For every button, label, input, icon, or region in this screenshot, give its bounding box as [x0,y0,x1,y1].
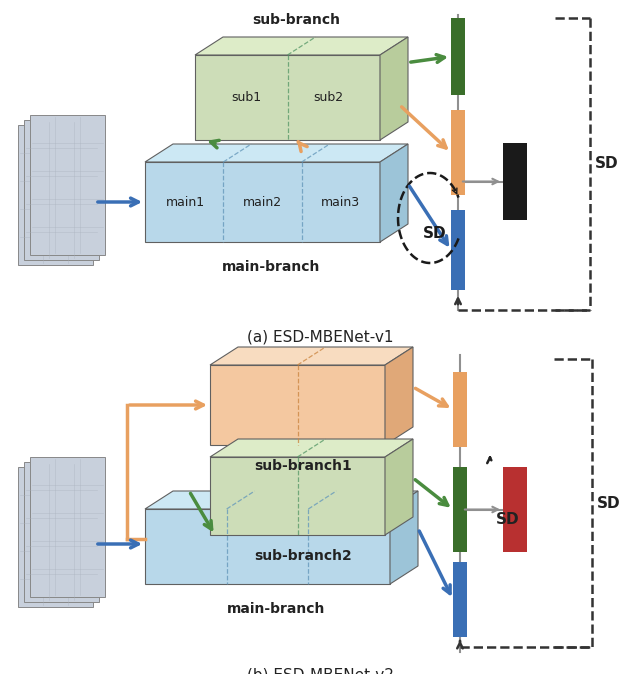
Text: sub1: sub1 [232,91,262,104]
Bar [451,110,465,195]
Text: sub-branch2: sub-branch2 [254,549,352,563]
Text: main-branch: main-branch [221,260,320,274]
Text: main2: main2 [243,195,282,208]
Polygon shape [380,37,408,140]
Bar [451,210,465,290]
Text: sub-branch1: sub-branch1 [254,459,352,473]
Bar [503,467,527,552]
Bar [29,457,104,597]
Bar [210,365,385,445]
Text: SD: SD [595,156,619,171]
Text: (b) ESD-MBENet-v2: (b) ESD-MBENet-v2 [246,667,394,674]
Bar [145,509,390,584]
Text: SD: SD [496,512,520,527]
Bar [29,115,104,255]
Bar [453,467,467,552]
Bar [453,562,467,637]
Polygon shape [390,491,418,584]
Polygon shape [145,491,418,509]
Bar [145,162,380,242]
Bar [453,372,467,447]
Bar [503,143,527,220]
Text: (a) ESD-MBENet-v1: (a) ESD-MBENet-v1 [247,330,393,345]
Polygon shape [210,347,413,365]
Bar [195,55,380,140]
Text: sub-branch: sub-branch [252,13,340,27]
Polygon shape [195,37,408,55]
Text: sub2: sub2 [313,91,343,104]
Bar [17,125,93,265]
Bar [210,457,385,535]
Text: main-branch: main-branch [227,602,325,616]
Polygon shape [385,347,413,445]
Polygon shape [380,144,408,242]
Text: main1: main1 [165,195,205,208]
Text: main3: main3 [321,195,360,208]
Bar [24,462,99,602]
Bar [17,467,93,607]
Polygon shape [385,439,413,535]
Text: SD: SD [423,226,447,241]
Bar [24,120,99,260]
Bar [451,18,465,95]
Polygon shape [145,144,408,162]
Text: SD: SD [597,495,621,510]
Polygon shape [210,439,413,457]
